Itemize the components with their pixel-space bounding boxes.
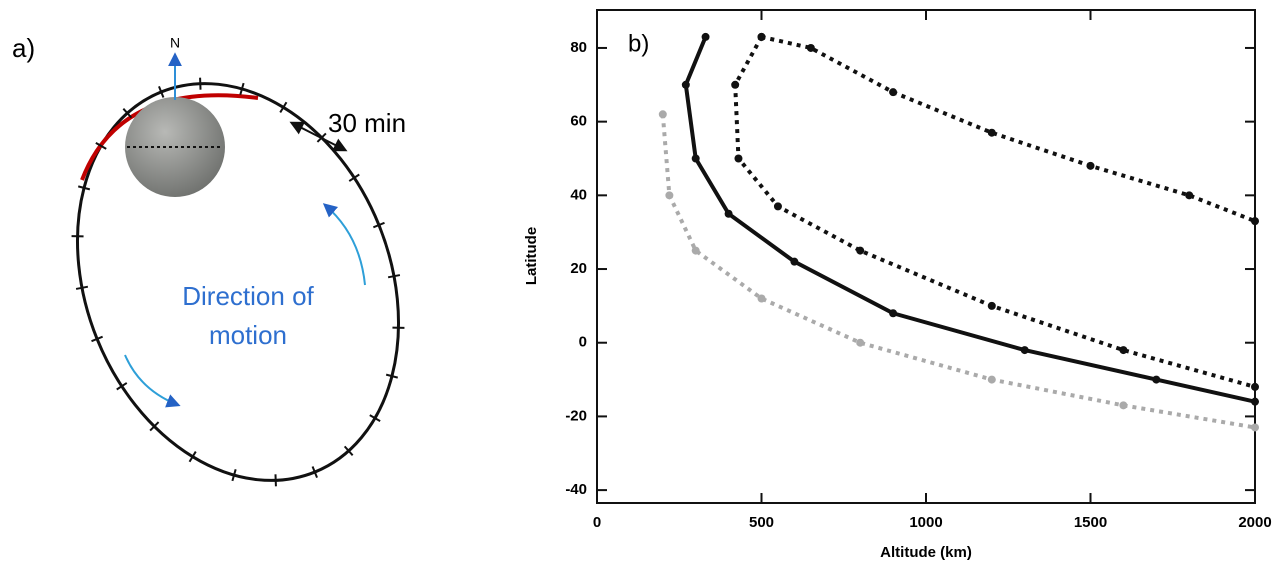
orbit-tick <box>116 382 128 391</box>
orbit-tick <box>149 421 160 432</box>
track-point <box>856 246 865 255</box>
track-point <box>658 110 667 119</box>
orbit-tick <box>75 285 89 290</box>
track-point <box>773 202 782 211</box>
interval-arrow <box>289 121 348 152</box>
orbit-tick <box>122 108 133 119</box>
motion-arrow <box>322 203 366 286</box>
orbit-tick <box>348 173 360 182</box>
y-tick-label: 40 <box>570 186 587 203</box>
plot-frame <box>596 9 1256 504</box>
track-point <box>731 80 740 89</box>
orbit-tick <box>369 414 381 423</box>
track-point <box>1020 346 1029 355</box>
track-point <box>1119 401 1128 410</box>
x-tick-label: 1000 <box>909 514 942 531</box>
track-point <box>1251 217 1259 226</box>
track-point <box>1152 375 1161 384</box>
orbit-tick <box>77 185 91 191</box>
orbit-tick <box>343 445 354 456</box>
motion-label: Direction of <box>182 281 314 311</box>
interval-label: 30 min <box>328 108 406 138</box>
motion-label: motion <box>209 320 287 350</box>
track-point <box>665 191 674 200</box>
y-tick-label: 80 <box>570 39 587 56</box>
track-point <box>856 338 865 347</box>
track <box>683 36 1256 404</box>
orbit-tick <box>91 335 104 343</box>
track-point <box>987 375 996 384</box>
orbit-tick <box>158 85 165 98</box>
orbit-tick <box>231 469 237 482</box>
y-tick-label: 60 <box>570 113 587 130</box>
panel-a: a) N 30 min Direction of motion <box>12 33 406 487</box>
y-tick-label: -20 <box>565 407 587 424</box>
track-point <box>987 301 996 310</box>
track-point <box>1251 382 1259 391</box>
track-point <box>1185 191 1194 200</box>
panel-label: a) <box>12 33 35 63</box>
x-axis-label: Altitude (km) <box>880 544 972 561</box>
orbit-tick <box>387 274 401 279</box>
orbit-tick <box>311 466 318 479</box>
north-label: N <box>170 35 180 51</box>
track-point <box>987 128 996 137</box>
track-point <box>757 32 766 41</box>
track-point <box>691 246 700 255</box>
track-point <box>757 294 766 303</box>
track-point <box>1119 346 1128 355</box>
y-tick-label: 0 <box>579 334 587 351</box>
track-point <box>681 80 690 89</box>
track-point <box>724 209 733 218</box>
track-point <box>889 309 898 318</box>
x-tick-label: 0 <box>593 514 601 531</box>
x-tick-label: 1500 <box>1074 514 1107 531</box>
track <box>733 35 1256 389</box>
track-point <box>806 43 815 52</box>
panel-label: b) <box>628 30 649 57</box>
track-point <box>691 154 700 163</box>
y-axis-label: Latitude <box>523 227 540 285</box>
orbit-tick <box>372 221 385 229</box>
orbit-tick <box>316 132 327 143</box>
orbit-tick <box>188 451 197 463</box>
track-point <box>1251 397 1259 406</box>
motion-arrow <box>124 354 181 408</box>
track-point <box>701 32 710 41</box>
orbit-tick <box>95 141 107 150</box>
track-point <box>889 88 898 97</box>
orbit-tick <box>279 101 288 113</box>
orbit-tick <box>239 82 245 95</box>
track-point <box>1251 423 1259 432</box>
y-tick-label: -40 <box>565 481 587 498</box>
track-point <box>734 154 743 163</box>
orbit-tick <box>385 373 399 379</box>
track <box>761 34 1256 223</box>
y-tick-label: 20 <box>570 260 587 277</box>
track-point <box>1086 161 1095 170</box>
x-tick-label: 500 <box>749 514 774 531</box>
track-point <box>790 257 799 266</box>
x-tick-label: 2000 <box>1238 514 1271 531</box>
track <box>660 114 1256 430</box>
